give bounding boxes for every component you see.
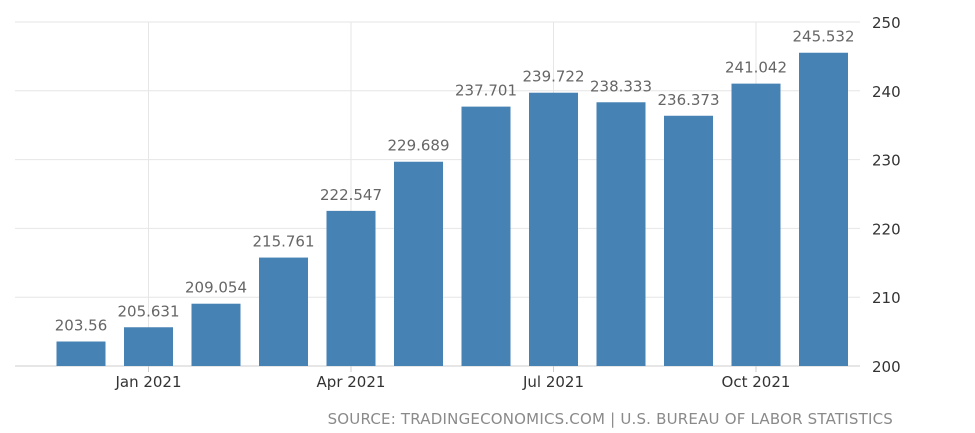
data-label-8: 239.722	[522, 68, 584, 86]
y-tick-label: 210	[872, 289, 901, 307]
bar-10	[664, 115, 713, 367]
y-tick-label: 220	[872, 220, 901, 238]
data-label-1: 203.56	[55, 317, 108, 335]
bar-8	[529, 92, 578, 366]
data-label-12: 245.532	[792, 28, 854, 46]
data-label-7: 237.701	[455, 82, 517, 100]
gridlines	[15, 21, 860, 367]
bar-4	[259, 257, 308, 366]
data-label-11: 241.042	[725, 59, 787, 77]
x-tick-label: Jan 2021	[114, 373, 181, 391]
y-tick-label: 230	[872, 152, 901, 170]
data-label-10: 236.373	[657, 91, 719, 109]
bar-9	[596, 102, 646, 367]
data-label-5: 222.547	[320, 186, 382, 204]
y-axis-ticks: 200 210 220 230 240 250	[872, 14, 901, 376]
data-label-4: 215.761	[252, 233, 314, 251]
source-note: SOURCE: TRADINGECONOMICS.COM | U.S. BURE…	[327, 410, 893, 428]
data-label-3: 209.054	[185, 279, 247, 297]
bar-2	[124, 327, 173, 366]
x-tick-label: Oct 2021	[722, 373, 791, 391]
y-tick-label: 250	[872, 14, 901, 32]
x-axis-ticks: Jan 2021 Apr 2021 Jul 2021 Oct 2021	[114, 366, 790, 391]
data-label-2: 205.631	[117, 302, 179, 320]
data-labels: 203.56 205.631 209.054 215.761 222.547 229.68…	[55, 28, 855, 335]
x-tick-label: Jul 2021	[522, 373, 584, 391]
data-label-6: 229.689	[387, 137, 449, 155]
bar-11	[731, 83, 781, 366]
bars	[56, 52, 848, 367]
x-tick-label: Apr 2021	[317, 373, 386, 391]
bar-1	[56, 341, 106, 366]
bar-3	[191, 303, 241, 366]
bar-5	[326, 210, 376, 366]
bar-12	[799, 52, 848, 367]
data-label-9: 238.333	[590, 77, 652, 95]
y-tick-label: 240	[872, 83, 901, 101]
bar-7	[461, 106, 511, 366]
bar-6	[394, 161, 443, 366]
y-tick-label: 200	[872, 358, 901, 376]
